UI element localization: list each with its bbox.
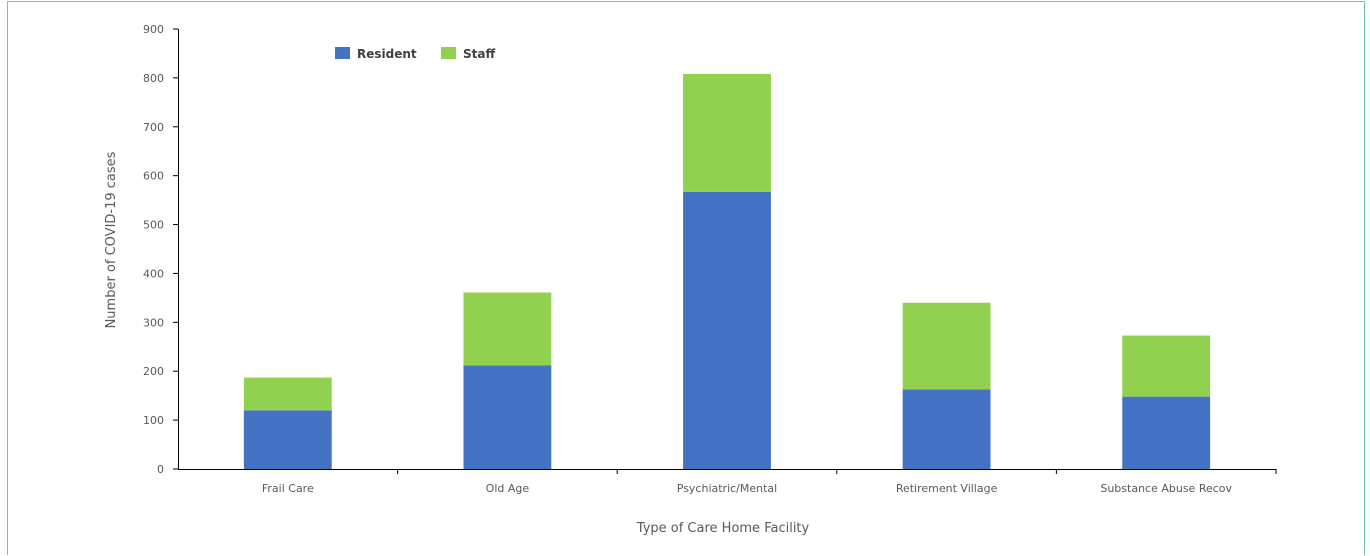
y-axis-title: Number of COVID-19 cases [104,151,119,328]
x-tick-label: Substance Abuse Recov [1100,482,1232,495]
y-tick-label: 900 [143,23,164,36]
bar-staff-2 [683,73,771,192]
bars [243,73,1211,470]
y-tick-label: 0 [157,463,164,476]
y-tick-label: 500 [143,219,164,232]
bar-staff-0 [243,377,332,411]
bar-staff-3 [902,302,991,390]
y-tick-label: 200 [143,365,164,378]
x-tick-label: Old Age [486,482,530,495]
y-tick-label: 100 [143,414,164,427]
legend-label-resident: Resident [357,47,417,61]
x-tick-label: Psychiatric/Mental [677,482,777,495]
bar-resident-2 [683,191,771,470]
y-tick-label: 600 [143,170,164,183]
y-tick-label: 700 [143,121,164,134]
bar-resident-0 [243,410,332,469]
bar-resident-3 [902,389,991,469]
x-axis-ticks: Frail Care Old Age Psychiatric/Mental Retir… [262,469,1277,495]
x-tick-label: Retirement Village [896,482,998,495]
legend-label-staff: Staff [463,47,495,61]
y-tick-label: 300 [143,316,164,329]
bar-resident-4 [1122,396,1211,469]
y-tick-label: 400 [143,267,164,280]
bar-staff-4 [1122,335,1211,397]
legend-swatch-staff [441,47,456,59]
x-axis-title: Type of Care Home Facility [636,521,810,536]
y-axis-ticks: 0 100 200 300 400 500 600 700 800 900 [143,23,178,476]
x-tick-label: Frail Care [262,482,314,495]
legend-swatch-resident [335,47,350,59]
chart-frame [7,1,1365,555]
y-tick-label: 800 [143,72,164,85]
bar-resident-1 [463,365,552,469]
bar-staff-1 [463,292,552,366]
legend: Resident Staff [335,47,495,61]
